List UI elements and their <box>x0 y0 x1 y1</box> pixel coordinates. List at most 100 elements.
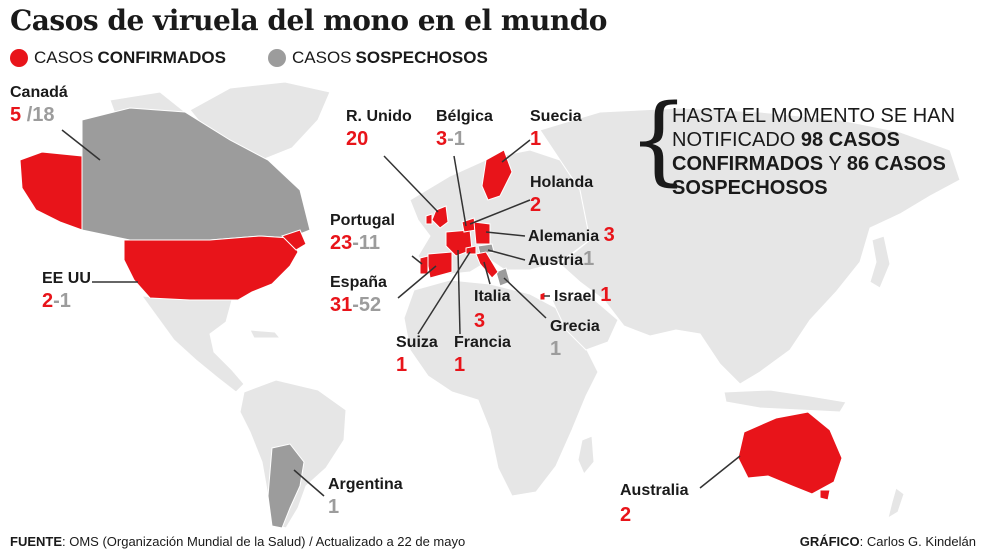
legend-confirmed-bold: CONFIRMADOS <box>97 48 226 67</box>
leader-belgium <box>453 155 467 227</box>
name-austria: Austria <box>528 252 584 269</box>
legend-confirmed-pre: CASOS <box>34 48 94 67</box>
leader-spain <box>397 265 437 299</box>
legend-confirmed: CASOS CONFIRMADOS <box>10 48 226 68</box>
legend-suspected: CASOS SOSPECHOSOS <box>268 48 488 68</box>
brace-icon: { <box>628 84 690 196</box>
note-bold-1: 98 CASOS CONFIRMADOS <box>672 129 900 175</box>
confirmed-france: 1 <box>454 354 466 376</box>
leader-france <box>457 249 461 335</box>
madagascar-shape <box>577 435 595 475</box>
switzerland-shape <box>465 245 477 255</box>
confirmed-australia: 2 <box>620 504 632 526</box>
leader-uk <box>383 155 439 213</box>
credit-line: GRÁFICO: Carlos G. Kindelán <box>800 534 976 549</box>
asia-shape <box>539 107 961 385</box>
value-argentina: 1 <box>328 496 339 518</box>
label-israel: Israel 1 <box>554 284 612 306</box>
value-switzerland: 1 <box>396 354 407 376</box>
argentina-shape <box>267 443 305 529</box>
source-label: FUENTE <box>10 534 62 549</box>
label-sweden: Suecia <box>530 108 582 125</box>
confirmed-netherlands: 2 <box>530 194 542 216</box>
value-greece: 1 <box>550 338 561 360</box>
israel-shape <box>539 291 546 301</box>
value-belgium: 3-1 <box>436 128 465 150</box>
japan-shape <box>869 235 891 289</box>
value-italy: 3 <box>474 310 485 332</box>
legend-suspected-bold: SOSPECHOSOS <box>355 48 488 67</box>
leader-canada <box>61 129 101 161</box>
confirmed-israel: 1 <box>600 284 612 306</box>
leader-argentina <box>293 469 325 497</box>
spain-shape <box>427 251 453 279</box>
leader-italy <box>483 261 491 285</box>
confirmed-belgium: 3 <box>436 128 448 150</box>
suspected-argentina: 1 <box>328 496 340 518</box>
label-australia: Australia <box>620 482 689 499</box>
confirmed-italy: 3 <box>474 310 486 332</box>
portugal-shape <box>419 255 429 275</box>
uk-shape <box>431 205 449 229</box>
suspected-usa: -1 <box>53 290 71 312</box>
suspected-portugal: -11 <box>352 232 381 254</box>
suspected-spain: -52 <box>352 294 382 316</box>
suspected-belgium: -1 <box>447 128 465 150</box>
note-bold-2: 86 CASOS SOSPECHOSOS <box>672 153 946 199</box>
leader-sweden <box>501 139 531 163</box>
confirmed-sweden: 1 <box>530 128 542 150</box>
label-portugal: Portugal <box>330 212 395 229</box>
red-dot-icon <box>10 49 28 67</box>
ireland-shape <box>425 213 433 225</box>
confirmed-usa: 2 <box>42 290 54 312</box>
label-switzerland: Suiza <box>396 334 438 351</box>
leader-australia <box>699 455 741 489</box>
confirmed-uk: 20 <box>346 128 369 150</box>
page-title: Casos de viruela del mono en el mundo <box>10 4 607 37</box>
leader-austria <box>487 249 526 261</box>
label-france: Francia <box>454 334 511 351</box>
label-belgium: Bélgica <box>436 108 493 125</box>
name-israel: Israel <box>554 288 596 305</box>
source-text: : OMS (Organización Mundial de la Salud)… <box>62 534 466 549</box>
leader-netherlands <box>469 199 531 225</box>
credit-label: GRÁFICO <box>799 534 860 549</box>
usa-northeast-shape <box>281 229 307 251</box>
mexico-shape <box>140 295 245 393</box>
suspected-austria: 1 <box>583 248 595 270</box>
leader-portugal <box>411 255 423 265</box>
leader-greece <box>503 277 547 319</box>
value-usa: 2-1 <box>42 290 71 312</box>
caribbean-shape <box>249 329 282 339</box>
value-canada: 5 /18 <box>10 104 55 126</box>
leader-switzerland <box>417 251 471 335</box>
label-austria: Austria1 <box>528 248 595 270</box>
africa-shape <box>403 279 599 497</box>
australia-shape <box>737 411 843 495</box>
label-argentina: Argentina <box>328 476 403 493</box>
tasmania-shape <box>819 489 831 501</box>
value-france: 1 <box>454 354 465 376</box>
confirmed-portugal: 23 <box>330 232 353 254</box>
alaska-shape <box>19 151 83 231</box>
suspected-canada: /18 <box>26 104 55 126</box>
usa-shape <box>123 235 299 301</box>
credit-text: : Carlos G. Kindelán <box>859 534 976 549</box>
label-netherlands: Holanda <box>530 174 594 191</box>
indonesia-shape <box>723 389 847 413</box>
gray-dot-icon <box>268 49 286 67</box>
italy-shape <box>475 251 499 279</box>
label-italy: Italia <box>474 288 511 305</box>
arabia-shape <box>551 295 619 351</box>
name-germany: Alemania <box>528 228 600 245</box>
germany-shape <box>473 221 491 245</box>
confirmed-germany: 3 <box>603 224 615 246</box>
leader-germany <box>485 231 526 237</box>
summary-note: HASTA EL MOMENTO SE HAN NOTIFICADO 98 CA… <box>672 104 982 200</box>
value-sweden: 1 <box>530 128 541 150</box>
legend-suspected-pre: CASOS <box>292 48 352 67</box>
new-zealand-shape <box>887 487 905 520</box>
label-uk: R. Unido <box>346 108 412 125</box>
suspected-greece: 1 <box>550 338 562 360</box>
